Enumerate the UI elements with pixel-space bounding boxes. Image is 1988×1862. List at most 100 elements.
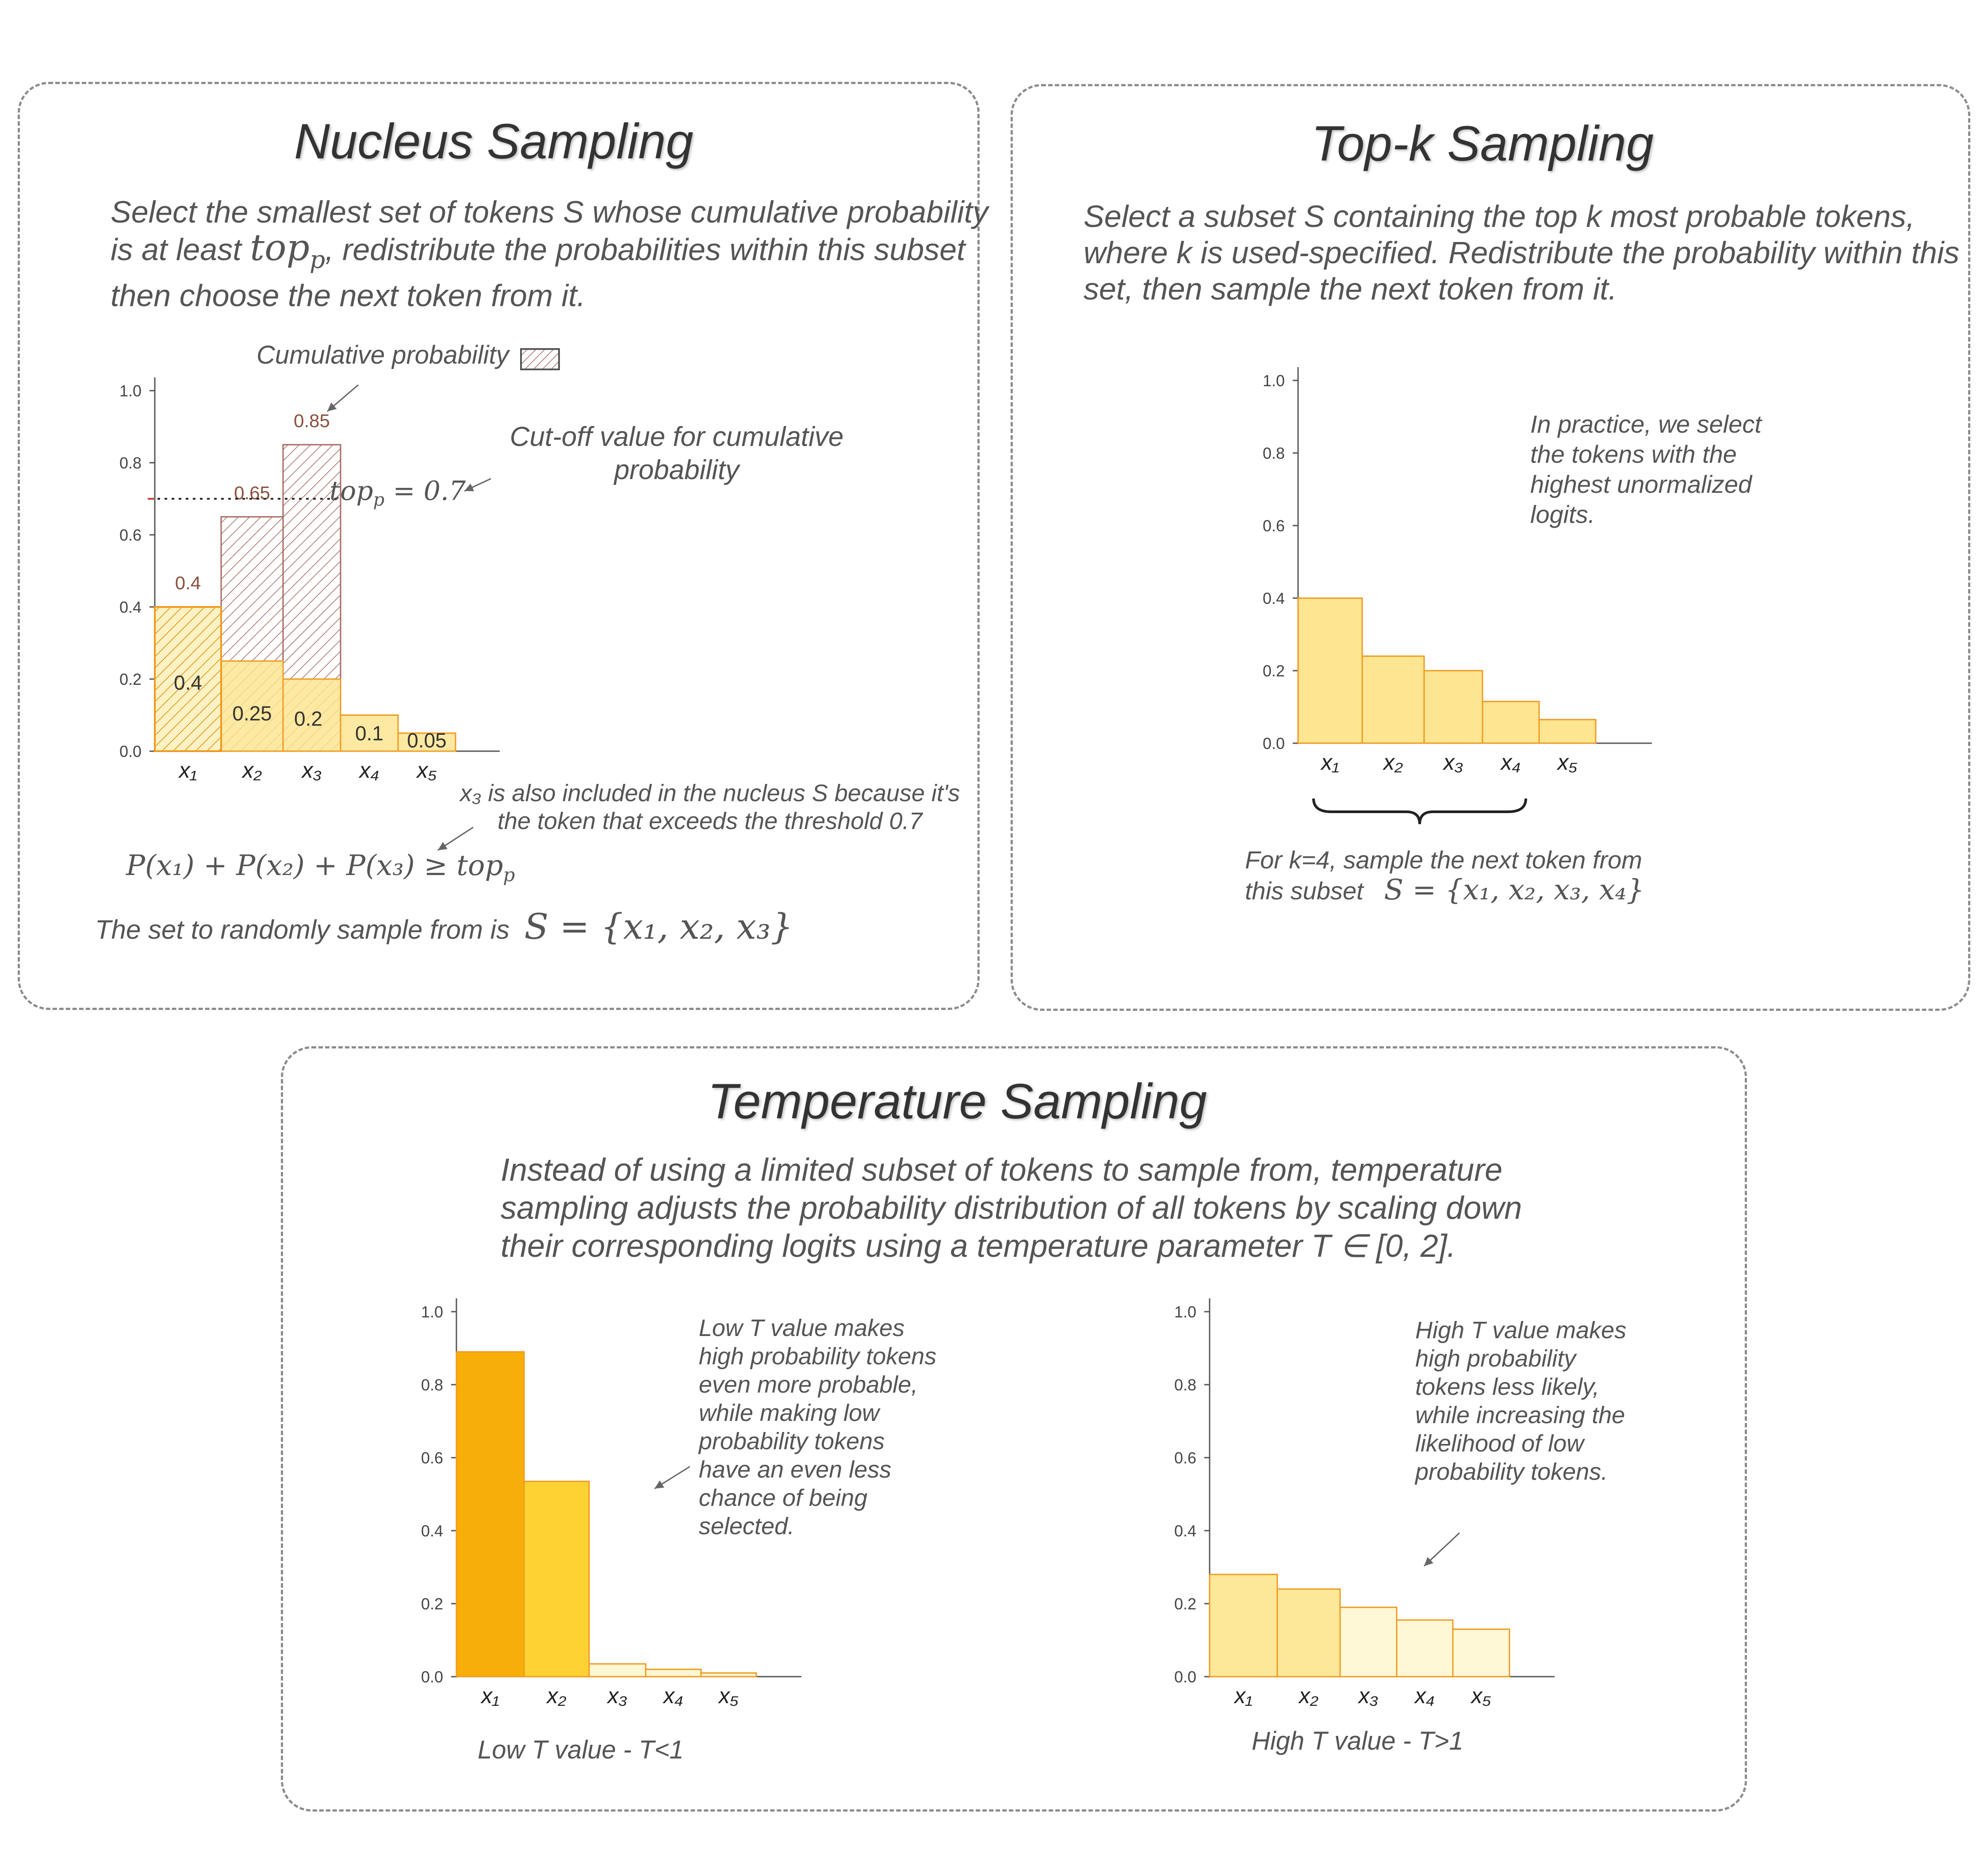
cumulative-value-label: 0.85 — [294, 410, 330, 431]
cumulative-legend-swatch — [520, 348, 560, 370]
topk-bar — [1482, 701, 1540, 744]
y-tick-label: 0.4 — [1263, 589, 1285, 607]
low-t-note-line: even more probable, — [699, 1371, 918, 1398]
threshold-sub: p — [373, 490, 385, 510]
sample-set-line: The set to randomly sample from is S = {… — [95, 909, 793, 944]
topk-bar — [1297, 597, 1363, 744]
nucleus-chart: 0.0 0.2 0.4 0.6 0.8 1.0 x₁ x₂ x₃ x₄ x₅ 0.4 0.25 0.2 0.… — [119, 377, 500, 851]
x-category-label: x₃ — [1443, 750, 1463, 775]
topk-bar — [1423, 670, 1483, 744]
temperature-arrow-head — [1424, 1557, 1433, 1566]
y-tick-label: 0.8 — [1174, 1376, 1196, 1394]
x-category-label: x₂ — [1298, 1683, 1318, 1708]
y-tick-label: 0.6 — [119, 526, 142, 544]
x-category-label: x₁ — [178, 758, 197, 783]
topk-desc-line: where k is used-specified. Redistribute … — [1084, 235, 1960, 270]
y-tick-label: 0.8 — [1263, 444, 1285, 462]
formula-sub: p — [503, 864, 515, 886]
low-t-note: Low T value makes high probability tokens… — [699, 1314, 936, 1540]
cumulative-value-label: 0.65 — [234, 482, 270, 503]
high-t-caption: High T value - T>1 — [1252, 1727, 1463, 1755]
topk-subset-line: For k=4, sample the next token from — [1245, 846, 1642, 874]
sample-set-formula: S = {x₁, x₂, x₃} — [524, 906, 793, 947]
topk-bar — [1538, 719, 1597, 744]
x-category-label: x₃ — [1358, 1683, 1379, 1708]
y-tick-label: 0.2 — [119, 670, 142, 688]
topk-desc-line: set, then sample the next token from it. — [1084, 272, 1617, 306]
cumulative-arrow-head — [327, 402, 337, 411]
y-tick-label: 0.6 — [421, 1449, 443, 1467]
high-t-note-line: High T value makes — [1415, 1317, 1627, 1344]
low-t-note-line: while making low — [699, 1400, 880, 1426]
x-category-label: x₄ — [358, 758, 379, 783]
cutoff-note: Cut-off value for cumulative probability — [509, 420, 845, 487]
topk-note-line: highest unormalized — [1530, 470, 1752, 498]
topk-note-line: the tokens with the — [1530, 440, 1737, 468]
topp-symbol: topp — [250, 227, 325, 274]
high-t-note-line: high probability — [1415, 1345, 1576, 1372]
x3-note-line: the token that exceeds the threshold 0.7 — [497, 808, 923, 834]
y-tick-label: 0.8 — [421, 1376, 443, 1394]
temperature-arrow-head — [655, 1480, 664, 1489]
topk-note-line: logits. — [1530, 500, 1595, 528]
temperature-bar — [700, 1672, 757, 1678]
temperature-bar — [1396, 1619, 1454, 1678]
low-t-note-line: Low T value makes — [699, 1315, 905, 1341]
y-tick-label: 0.0 — [1263, 734, 1285, 752]
low-t-note-line: high probability tokens — [699, 1343, 937, 1370]
low-t-note-line: have an even less — [699, 1456, 892, 1483]
x-category-label: x₅ — [718, 1683, 739, 1708]
topk-subset-prefix: this subset — [1245, 877, 1364, 905]
y-tick-label: 0.4 — [1174, 1522, 1196, 1540]
nucleus-description: Select the smallest set of tokens S whos… — [111, 194, 988, 314]
threshold-label: topp = 0.7 — [329, 477, 466, 514]
nucleus-desc-text: is at least — [111, 232, 241, 267]
topk-title: Top-k Sampling — [1311, 116, 1654, 171]
x3-note-line: x₃ is also included in the nucleus S bec… — [460, 780, 960, 806]
y-tick-label: 0.0 — [119, 742, 142, 760]
topp-sub: p — [309, 245, 326, 274]
temperature-bar — [456, 1351, 525, 1678]
high-t-chart: 0.0 0.2 0.4 0.6 0.8 1.0 x₁ x₂ x₃ x₄ x₅ — [1174, 1298, 1555, 1708]
x-category-label: x₂ — [1383, 750, 1403, 775]
temperature-desc-line: Instead of using a limited subset of tok… — [501, 1152, 1503, 1188]
x-category-label: x₅ — [416, 758, 437, 783]
low-t-chart: 0.0 0.2 0.4 0.6 0.8 1.0 x₁ x₂ x₃ x₄ x₅ — [421, 1298, 801, 1708]
temperature-panel — [281, 1046, 1747, 1812]
y-tick-label: 1.0 — [119, 382, 142, 400]
x-category-label: x₁ — [1233, 1683, 1253, 1708]
topk-panel — [1011, 84, 1970, 1011]
topk-description: Select a subset S containing the top k m… — [1084, 198, 1959, 307]
temperature-desc-line: their corresponding logits using a tempe… — [501, 1229, 1456, 1264]
topk-practice-note: In practice, we select the tokens with t… — [1530, 409, 1762, 530]
x-category-label: x₂ — [241, 758, 262, 783]
topk-subset-line: this subset S = {x₁, x₂, x₃, x₄} — [1245, 875, 1644, 906]
x-category-label: x₁ — [480, 1683, 499, 1708]
low-t-note-line: chance of being — [699, 1485, 868, 1511]
topk-subset-note: For k=4, sample the next token from this… — [1245, 845, 1644, 906]
nucleus-desc-text: , redistribute the probabilities within … — [325, 232, 965, 267]
y-tick-label: 0.2 — [1174, 1595, 1196, 1613]
temperature-bar — [1339, 1606, 1398, 1678]
x3-note: x₃ is also included in the nucleus S bec… — [460, 779, 960, 835]
probability-value-label: 0.2 — [294, 707, 322, 730]
x3-arrow-head — [438, 842, 448, 850]
cutoff-note-line: probability — [614, 455, 739, 485]
threshold-top: top — [329, 476, 373, 507]
temperature-bar — [1209, 1574, 1278, 1678]
y-tick-label: 1.0 — [1174, 1303, 1196, 1321]
y-tick-label: 1.0 — [421, 1303, 443, 1321]
temperature-description: Instead of using a limited subset of tok… — [501, 1151, 1522, 1265]
nucleus-desc-line: Select the smallest set of tokens S whos… — [111, 195, 988, 229]
high-t-note-line: probability tokens. — [1415, 1459, 1608, 1485]
x-category-label: x₂ — [546, 1683, 566, 1708]
nucleus-panel — [18, 82, 980, 1010]
probability-bar — [397, 732, 456, 752]
cutoff-note-line: Cut-off value for cumulative — [509, 422, 844, 452]
topp-text: top — [250, 227, 310, 269]
high-t-note-line: while increasing the — [1415, 1402, 1625, 1428]
probability-value-label: 0.25 — [232, 702, 272, 725]
y-tick-label: 0.4 — [119, 598, 142, 616]
x-category-label: x₄ — [1414, 1683, 1435, 1708]
x-category-label: x₄ — [1500, 750, 1521, 775]
